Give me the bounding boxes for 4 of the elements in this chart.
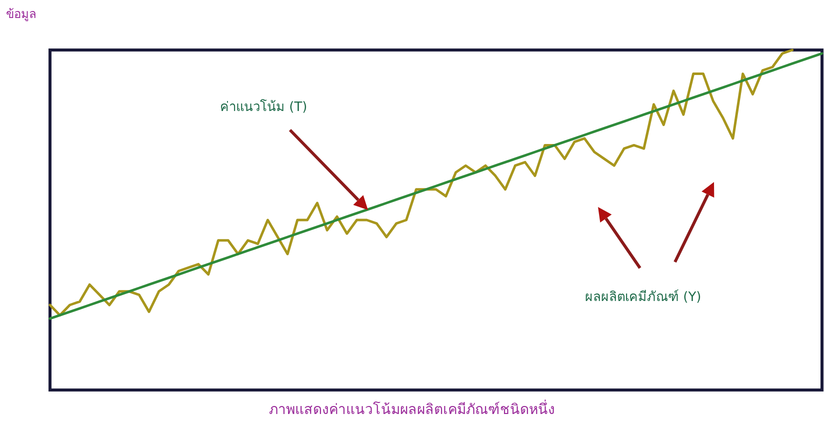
annotation: ค่าแนวโน้ม (T) — [220, 96, 308, 117]
y-axis-title: ข้อมูล — [6, 7, 36, 22]
annotation: ผลผลิตเคมีภัณฑ์ (Y) — [585, 286, 702, 307]
text: ภาพแสดงค่าแนวโน้มผลผลิตเคมีภัณฑ์ชนิดหนึ่ง — [269, 400, 555, 418]
